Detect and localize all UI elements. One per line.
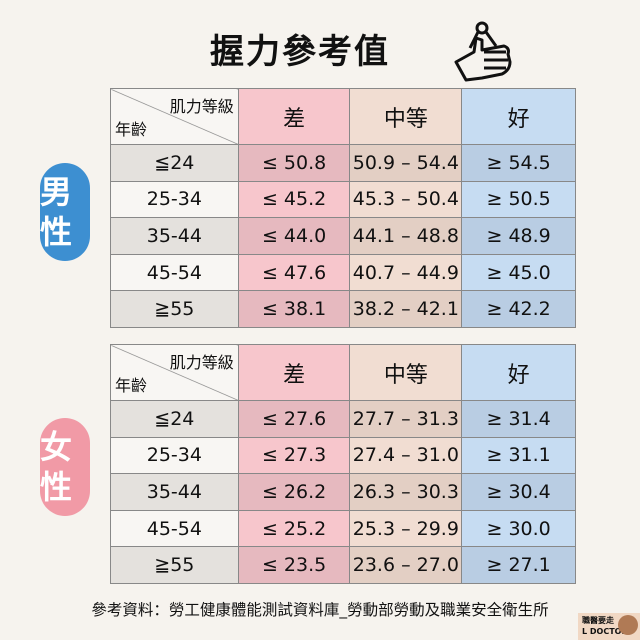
poor-cell: ≤ 26.2	[237, 473, 351, 511]
table-row: 25-34 ≤ 45.2 45.3 – 50.4 ≥ 50.5	[110, 180, 576, 219]
age-cell: 35-44	[110, 217, 239, 255]
age-cell: ≦24	[110, 400, 239, 438]
age-cell: ≦24	[110, 144, 239, 182]
good-cell: ≥ 45.0	[461, 253, 576, 292]
poor-cell: ≤ 27.3	[237, 436, 351, 475]
medium-cell: 25.3 – 29.9	[349, 509, 463, 548]
good-cell: ≥ 42.2	[461, 290, 576, 328]
age-label: 年齡	[115, 120, 148, 139]
medium-cell: 38.2 – 42.1	[349, 290, 463, 328]
poor-cell: ≤ 44.0	[237, 217, 351, 255]
table-row: ≧55 ≤ 38.1 38.2 – 42.1 ≥ 42.2	[110, 290, 576, 328]
table-row: ≦24 ≤ 50.8 50.9 – 54.4 ≥ 54.5	[110, 144, 576, 182]
poor-cell: ≤ 38.1	[237, 290, 351, 328]
medium-cell: 45.3 – 50.4	[349, 180, 463, 219]
level-label: 肌力等級	[169, 97, 234, 116]
medium-cell: 26.3 – 30.3	[349, 473, 463, 511]
age-cell: ≧55	[110, 546, 239, 584]
medium-cell: 27.7 – 31.3	[349, 400, 463, 438]
poor-cell: ≤ 45.2	[237, 180, 351, 219]
table-row: ≧55 ≤ 23.5 23.6 – 27.0 ≥ 27.1	[110, 546, 576, 584]
female-label: 女性	[40, 418, 90, 516]
table-row: 25-34 ≤ 27.3 27.4 – 31.0 ≥ 31.1	[110, 436, 576, 475]
poor-cell: ≤ 23.5	[237, 546, 351, 584]
poor-cell: ≤ 25.2	[237, 509, 351, 548]
level-label: 肌力等級	[169, 353, 234, 372]
table-row: 35-44 ≤ 44.0 44.1 – 48.8 ≥ 48.9	[110, 217, 576, 255]
age-label: 年齡	[115, 376, 148, 395]
age-cell: 25-34	[110, 180, 239, 219]
medium-cell: 40.7 – 44.9	[349, 253, 463, 292]
age-cell: ≧55	[110, 290, 239, 328]
male-label: 男性	[40, 163, 90, 261]
table-row: ≦24 ≤ 27.6 27.7 – 31.3 ≥ 31.4	[110, 400, 576, 438]
poor-cell: ≤ 27.6	[237, 400, 351, 438]
header-good: 好	[461, 344, 576, 401]
medium-cell: 23.6 – 27.0	[349, 546, 463, 584]
header-good: 好	[461, 88, 576, 145]
medium-cell: 44.1 – 48.8	[349, 217, 463, 255]
header-poor: 差	[237, 344, 351, 401]
poor-cell: ≤ 50.8	[237, 144, 351, 182]
good-cell: ≥ 31.1	[461, 436, 576, 475]
header-medium: 中等	[349, 344, 463, 401]
header-poor: 差	[237, 88, 351, 145]
logo: 職醫要走 L DOCTOR	[578, 613, 640, 640]
table-row: 45-54 ≤ 25.2 25.3 – 29.9 ≥ 30.0	[110, 509, 576, 548]
avatar	[618, 615, 638, 635]
age-cell: 25-34	[110, 436, 239, 475]
hand-grip-icon	[454, 21, 512, 82]
page-title: 握力參考值	[210, 32, 390, 72]
corner-cell: 肌力等級年齡	[110, 88, 239, 145]
header-row: 肌力等級 年齡差中等好	[110, 344, 576, 401]
corner-cell: 肌力等級年齡	[110, 344, 239, 401]
good-cell: ≥ 48.9	[461, 217, 576, 255]
poor-cell: ≤ 47.6	[237, 253, 351, 292]
good-cell: ≥ 50.5	[461, 180, 576, 219]
age-cell: 45-54	[110, 253, 239, 292]
source-note: 參考資料：勞工健康體能測試資料庫_勞動部勞動及職業安全衛生所	[91, 601, 549, 619]
good-cell: ≥ 30.4	[461, 473, 576, 511]
good-cell: ≥ 54.5	[461, 144, 576, 182]
medium-cell: 27.4 – 31.0	[349, 436, 463, 475]
good-cell: ≥ 31.4	[461, 400, 576, 438]
age-cell: 35-44	[110, 473, 239, 511]
female-grip-table: 肌力等級 年齡差中等好 ≦24 ≤ 27.6 27.7 – 31.3 ≥ 31.4 25-3…	[110, 344, 576, 584]
header-medium: 中等	[349, 88, 463, 145]
age-cell: 45-54	[110, 509, 239, 548]
table-row: 45-54 ≤ 47.6 40.7 – 44.9 ≥ 45.0	[110, 253, 576, 292]
good-cell: ≥ 30.0	[461, 509, 576, 548]
header-row: 肌力等級 年齡差中等好	[110, 88, 576, 145]
table-row: 35-44 ≤ 26.2 26.3 – 30.3 ≥ 30.4	[110, 473, 576, 511]
medium-cell: 50.9 – 54.4	[349, 144, 463, 182]
good-cell: ≥ 27.1	[461, 546, 576, 584]
male-grip-table: 肌力等級 年齡差中等好 ≦24 ≤ 50.8 50.9 – 54.4 ≥ 54.5 25-3…	[110, 88, 576, 328]
